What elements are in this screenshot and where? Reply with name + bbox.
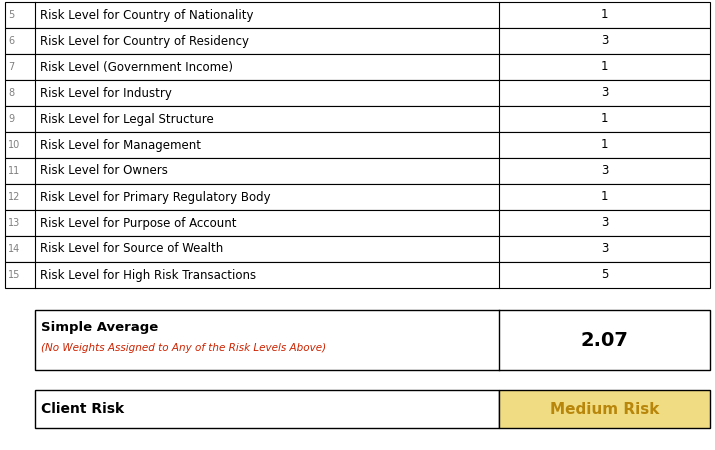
Bar xyxy=(35,390,499,428)
Bar xyxy=(5,28,710,54)
Text: 11: 11 xyxy=(8,166,20,176)
Text: Risk Level for Industry: Risk Level for Industry xyxy=(40,86,172,99)
Text: Risk Level for Source of Wealth: Risk Level for Source of Wealth xyxy=(40,243,223,256)
Text: 1: 1 xyxy=(601,190,608,203)
Bar xyxy=(5,184,710,210)
Bar xyxy=(5,210,710,236)
Text: 7: 7 xyxy=(8,62,14,72)
Text: 3: 3 xyxy=(601,35,608,48)
Bar xyxy=(35,310,710,370)
Text: Risk Level for High Risk Transactions: Risk Level for High Risk Transactions xyxy=(40,269,256,282)
Text: 5: 5 xyxy=(601,269,608,282)
Text: Risk Level (Government Income): Risk Level (Government Income) xyxy=(40,60,233,73)
Text: Risk Level for Primary Regulatory Body: Risk Level for Primary Regulatory Body xyxy=(40,190,270,203)
Text: Risk Level for Management: Risk Level for Management xyxy=(40,139,201,152)
Text: 12: 12 xyxy=(8,192,20,202)
Text: Risk Level for Country of Residency: Risk Level for Country of Residency xyxy=(40,35,249,48)
Text: 8: 8 xyxy=(8,88,14,98)
Text: 13: 13 xyxy=(8,218,20,228)
Text: 9: 9 xyxy=(8,114,14,124)
Text: 3: 3 xyxy=(601,243,608,256)
Text: Risk Level for Legal Structure: Risk Level for Legal Structure xyxy=(40,112,214,126)
Bar xyxy=(499,390,710,428)
Text: 1: 1 xyxy=(601,9,608,22)
Text: Risk Level for Purpose of Account: Risk Level for Purpose of Account xyxy=(40,216,237,230)
Text: 5: 5 xyxy=(8,10,14,20)
Bar xyxy=(5,262,710,288)
Text: Simple Average: Simple Average xyxy=(41,321,158,334)
Bar xyxy=(5,80,710,106)
Text: 15: 15 xyxy=(8,270,20,280)
Text: Client Risk: Client Risk xyxy=(41,402,124,416)
Text: 3: 3 xyxy=(601,216,608,230)
Bar xyxy=(5,106,710,132)
Text: 1: 1 xyxy=(601,139,608,152)
Text: 6: 6 xyxy=(8,36,14,46)
Text: 10: 10 xyxy=(8,140,20,150)
Text: Risk Level for Country of Nationality: Risk Level for Country of Nationality xyxy=(40,9,254,22)
Text: 1: 1 xyxy=(601,112,608,126)
Text: 1: 1 xyxy=(601,60,608,73)
Bar xyxy=(5,236,710,262)
Text: 3: 3 xyxy=(601,86,608,99)
Bar xyxy=(5,158,710,184)
Bar xyxy=(5,54,710,80)
Bar xyxy=(5,2,710,28)
Text: 2.07: 2.07 xyxy=(581,330,628,350)
Text: Medium Risk: Medium Risk xyxy=(550,401,659,417)
Text: 14: 14 xyxy=(8,244,20,254)
Text: (No Weights Assigned to Any of the Risk Levels Above): (No Weights Assigned to Any of the Risk … xyxy=(41,343,326,353)
Text: 3: 3 xyxy=(601,165,608,177)
Text: Risk Level for Owners: Risk Level for Owners xyxy=(40,165,168,177)
Bar xyxy=(5,132,710,158)
